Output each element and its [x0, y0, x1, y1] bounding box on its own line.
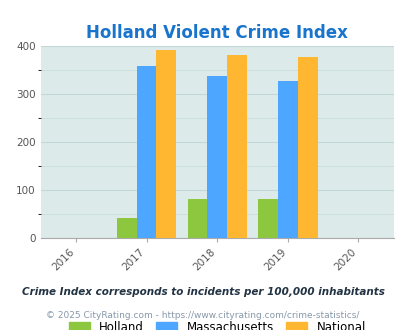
Title: Holland Violent Crime Index: Holland Violent Crime Index — [86, 24, 347, 42]
Text: © 2025 CityRating.com - https://www.cityrating.com/crime-statistics/: © 2025 CityRating.com - https://www.city… — [46, 311, 359, 320]
Bar — [156, 50, 176, 238]
Bar — [117, 217, 136, 238]
Legend: Holland, Massachusetts, National: Holland, Massachusetts, National — [64, 316, 370, 330]
Bar — [277, 81, 297, 238]
Bar — [187, 199, 207, 238]
Text: Crime Index corresponds to incidents per 100,000 inhabitants: Crime Index corresponds to incidents per… — [21, 287, 384, 297]
Bar — [136, 66, 156, 238]
Bar — [258, 199, 277, 238]
Bar — [297, 57, 317, 238]
Bar — [226, 55, 246, 238]
Bar — [207, 76, 226, 238]
